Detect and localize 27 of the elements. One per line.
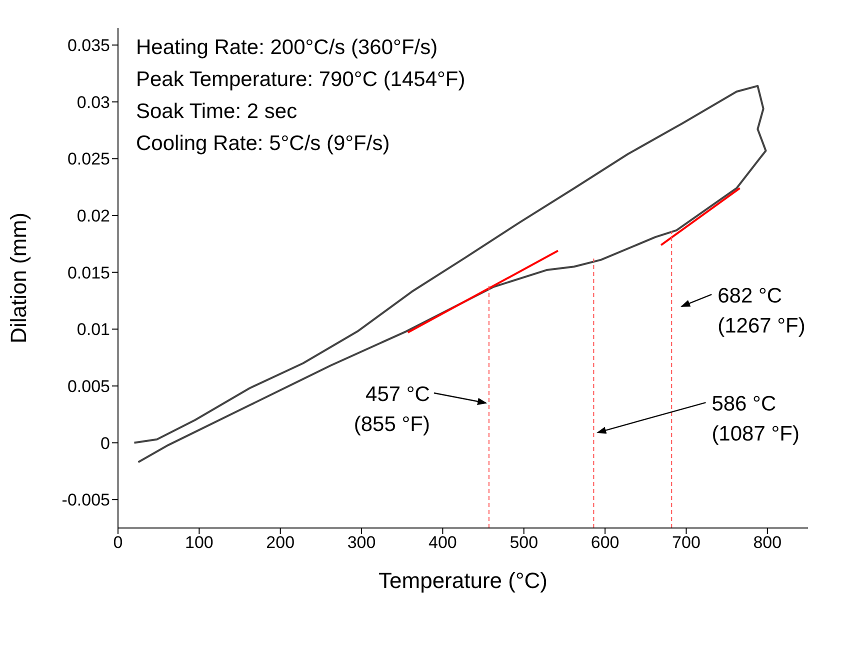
- annotation: 682 °C (1267 °F): [718, 284, 806, 338]
- y-tick-label: 0.02: [76, 206, 110, 226]
- y-tick-label: 0.005: [67, 376, 110, 396]
- x-tick-label: 300: [347, 533, 376, 552]
- x-tick-label: 0: [113, 533, 123, 552]
- x-tick-label: 400: [428, 533, 457, 552]
- annotation: 586 °C (1087 °F): [712, 392, 800, 446]
- y-tick-label: 0.03: [76, 92, 110, 112]
- x-tick-label: 600: [590, 533, 620, 552]
- annotation: Peak Temperature: 790°C (1454°F): [136, 68, 466, 91]
- y-tick-label: 0.035: [67, 36, 110, 56]
- y-tick-label: 0.025: [67, 150, 110, 169]
- x-tick-label: 200: [266, 533, 295, 552]
- x-tick-label: 500: [510, 533, 538, 552]
- y-tick-label: 0.015: [67, 263, 110, 282]
- annotation: Heating Rate: 200°C/s (360°F/s): [136, 36, 438, 59]
- annotation: Cooling Rate: 5°C/s (9°F/s): [136, 132, 390, 155]
- y-axis-title: Dilation (mm): [6, 212, 31, 344]
- y-tick-label: -0.005: [62, 490, 110, 510]
- x-axis-title: Temperature (°C): [378, 568, 548, 593]
- x-tick-label: 800: [753, 533, 782, 552]
- x-tick-label: 700: [672, 533, 700, 552]
- annotation: Soak Time: 2 sec: [136, 100, 298, 123]
- annotation: 457 °C (855 °F): [354, 383, 430, 436]
- y-tick-label: 0: [100, 434, 110, 453]
- y-tick-label: 0.01: [76, 320, 110, 340]
- x-tick-label: 100: [184, 533, 214, 552]
